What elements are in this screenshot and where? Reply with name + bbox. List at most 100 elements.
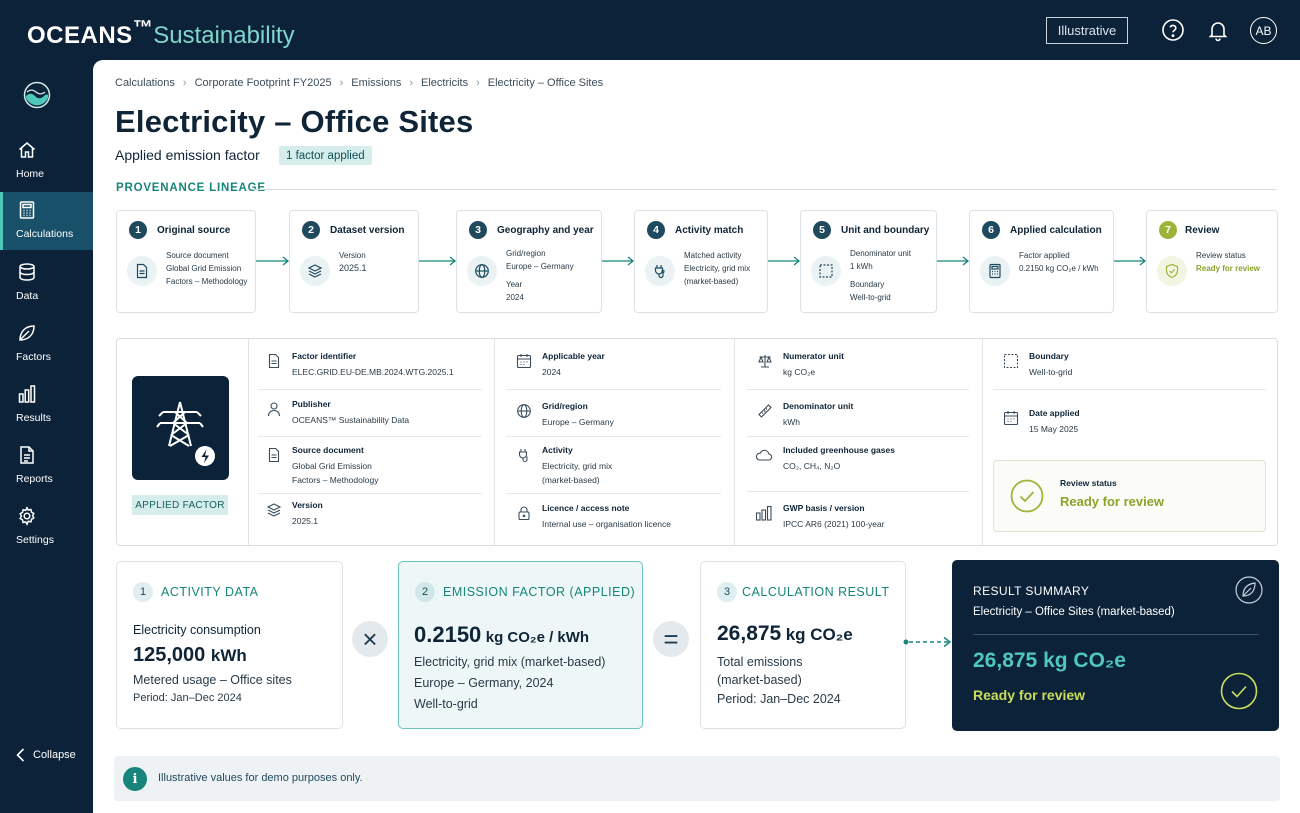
sidebar-item-label: Settings <box>16 534 54 546</box>
bar-chart-icon <box>755 505 772 521</box>
lineage-step-unit-boundary[interactable]: 5 Unit and boundary Denominator unit 1 k… <box>800 210 937 313</box>
plug-icon <box>645 256 675 286</box>
breadcrumb-item[interactable]: Emissions <box>351 77 402 89</box>
calculation-result-card[interactable]: 3 CALCULATION RESULT 26,875 kg CO₂e Tota… <box>700 561 906 729</box>
document-icon <box>268 447 280 463</box>
sidebar-item-calculations[interactable]: Calculations <box>0 192 93 250</box>
step-line: Denominator unit <box>850 249 911 258</box>
lineage-step-geography[interactable]: 3 Geography and year Grid/region Europe … <box>456 210 602 313</box>
sidebar-item-settings[interactable]: Settings <box>0 498 93 556</box>
field-value: kWh <box>783 417 800 427</box>
info-note: i Illustrative values for demo purposes … <box>114 756 1280 801</box>
summary-status: Ready for review <box>973 687 1086 703</box>
arrow-right-icon <box>256 256 290 266</box>
help-circle-icon[interactable] <box>1161 18 1185 42</box>
avatar[interactable]: AB <box>1250 17 1277 44</box>
field-value: kg CO₂e <box>783 367 816 377</box>
sidebar-item-data[interactable]: Data <box>0 254 93 312</box>
review-status-label: Review status <box>1060 478 1117 488</box>
cloud-icon <box>755 449 773 461</box>
oceans-logo-icon[interactable] <box>23 81 51 109</box>
illustrative-button[interactable]: Illustrative <box>1046 17 1128 44</box>
sidebar-item-reports[interactable]: Reports <box>0 437 93 495</box>
info-icon: i <box>123 767 147 791</box>
sidebar-item-factors[interactable]: Factors <box>0 315 93 373</box>
field-label: Factor identifier <box>292 351 357 361</box>
lineage-step-applied-calculation[interactable]: 6 Applied calculation Factor applied 0.2… <box>969 210 1114 313</box>
calendar-icon <box>516 354 532 369</box>
bell-icon[interactable] <box>1206 18 1230 42</box>
step-title: Dataset version <box>330 225 405 236</box>
chevron-right-icon: › <box>339 77 344 89</box>
step-line: Factor applied <box>1019 251 1070 260</box>
factor-activity: Electricity, grid mix (market-based) <box>414 655 606 669</box>
field-value: CO₂, CH₄, N₂O <box>783 461 841 471</box>
lineage-step-activity-match[interactable]: 4 Activity match Matched activity Electr… <box>634 210 768 313</box>
divider <box>506 436 721 437</box>
divider <box>494 339 495 545</box>
field-value-line: (market-based) <box>542 475 600 485</box>
field-value: IPCC AR6 (2021) 100-year <box>783 519 885 529</box>
step-title: Activity match <box>675 225 744 236</box>
step-line: Year <box>506 280 523 289</box>
field-value: ELEC.GRID.EU-DE.MB.2024.WTG.2025.1 <box>292 367 454 377</box>
sidebar-item-results[interactable]: Results <box>0 376 93 434</box>
divider <box>734 339 735 545</box>
divider <box>982 339 983 545</box>
summary-subtitle: Electricity – Office Sites (market-based… <box>973 606 1175 618</box>
globe-icon <box>517 404 531 418</box>
arrow-right-icon <box>1114 256 1147 266</box>
sidebar-item-label: Factors <box>16 351 52 363</box>
card-heading: ACTIVITY DATA <box>161 585 259 599</box>
lineage-step-review[interactable]: 7 Review Review status Ready for review <box>1146 210 1278 313</box>
page-subtitle: Applied emission factor <box>115 147 260 163</box>
factor-number: 0.2150 <box>414 622 482 647</box>
breadcrumb-item[interactable]: Electricits <box>421 77 469 89</box>
field-value: Electricity, grid mix (market-based) <box>542 459 612 487</box>
equals-symbol: = <box>663 624 679 654</box>
result-summary-card[interactable]: RESULT SUMMARY Electricity – Office Site… <box>952 560 1279 731</box>
database-icon <box>19 263 35 281</box>
divider <box>747 491 969 492</box>
step-details: Source document Global Grid Emission Fac… <box>166 249 247 288</box>
step-line: Electricity, grid mix <box>684 264 751 273</box>
card-heading: CALCULATION RESULT <box>742 585 890 599</box>
field-value: 2025.1 <box>292 516 318 526</box>
factor-count-badge: 1 factor applied <box>279 146 372 165</box>
brand-sub: Sustainability <box>153 22 295 49</box>
divider <box>993 389 1266 390</box>
emission-factor-card[interactable]: 2 EMISSION FACTOR (APPLIED) 0.2150 kg CO… <box>398 561 643 729</box>
step-number: 4 <box>647 221 665 239</box>
factor-boundary: Well-to-grid <box>414 697 478 711</box>
step-title: Review <box>1185 225 1220 236</box>
activity-number: 125,000 <box>133 644 206 666</box>
plug-icon <box>518 449 528 463</box>
breadcrumb-item[interactable]: Corporate Footprint FY2025 <box>194 77 332 89</box>
sidebar-item-label: Home <box>16 168 45 180</box>
breadcrumb-item[interactable]: Calculations <box>115 77 175 89</box>
step-line: Factors – Methodology <box>166 277 248 286</box>
brand-logo[interactable]: OCEANS™Sustainability <box>27 17 295 50</box>
step-number: 7 <box>1159 221 1177 239</box>
divider <box>506 493 721 494</box>
breadcrumb-current: Electricity – Office Sites <box>487 77 604 89</box>
step-number: 6 <box>982 221 1000 239</box>
collapse-button[interactable]: Collapse <box>16 748 76 762</box>
globe-icon <box>467 256 497 286</box>
field-label: Applicable year <box>542 351 605 361</box>
arrow-right-icon <box>937 256 970 266</box>
divider <box>973 634 1259 635</box>
field-label: Publisher <box>292 399 331 409</box>
lineage-step-dataset-version[interactable]: 2 Dataset version Version 2025.1 <box>289 210 419 313</box>
divider <box>747 389 969 390</box>
factor-detail-panel: APPLIED FACTOR Factor identifier ELEC.GR… <box>116 338 1278 546</box>
result-basis: (market-based) <box>717 673 802 687</box>
step-number: 2 <box>302 221 320 239</box>
activity-data-card[interactable]: 1 ACTIVITY DATA Electricity consumption … <box>116 561 343 729</box>
step-line: Well-to-grid <box>850 293 891 302</box>
sidebar-item-home[interactable]: Home <box>0 132 93 190</box>
divider <box>258 436 482 437</box>
lineage-step-original-source[interactable]: 1 Original source Source document Global… <box>116 210 256 313</box>
field-value: Global Grid Emission Factors – Methodolog… <box>292 459 378 487</box>
divider <box>253 189 1277 190</box>
